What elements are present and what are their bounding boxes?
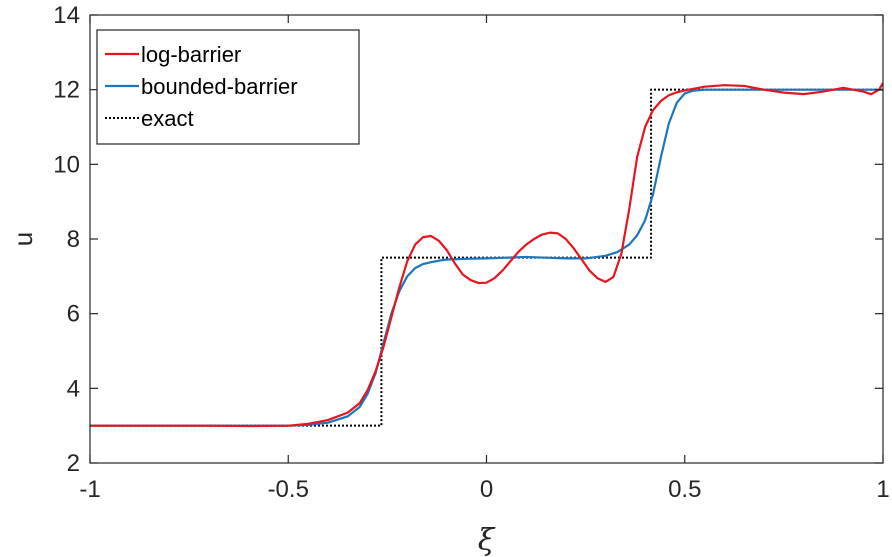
x-axis-label: ξ	[478, 523, 496, 557]
x-tick-label: -0.5	[268, 476, 309, 503]
y-tick-label: 10	[53, 151, 80, 178]
legend-label-exact: exact	[141, 106, 194, 131]
y-tick-label: 2	[67, 450, 80, 477]
series-line-log-barrier	[90, 82, 883, 428]
legend: log-barrier bounded-barrier exact	[96, 29, 360, 145]
legend-box	[96, 29, 360, 145]
y-tick-label: 8	[67, 226, 80, 253]
legend-label-bounded-barrier: bounded-barrier	[141, 74, 298, 99]
y-tick-label: 14	[53, 2, 80, 29]
legend-label-log-barrier: log-barrier	[141, 42, 241, 67]
x-tick-label: 0.5	[668, 476, 701, 503]
series-line-bounded-barrier	[90, 88, 883, 427]
x-tick-label: 0	[480, 476, 493, 503]
y-tick-label: 6	[67, 301, 80, 328]
x-tick-label: -1	[79, 476, 100, 503]
y-tick-label: 12	[53, 77, 80, 104]
y-axis-label: u	[8, 232, 38, 246]
y-tick-label: 4	[67, 375, 80, 402]
series-layer	[90, 82, 883, 428]
x-tick-label: 1	[876, 476, 889, 503]
